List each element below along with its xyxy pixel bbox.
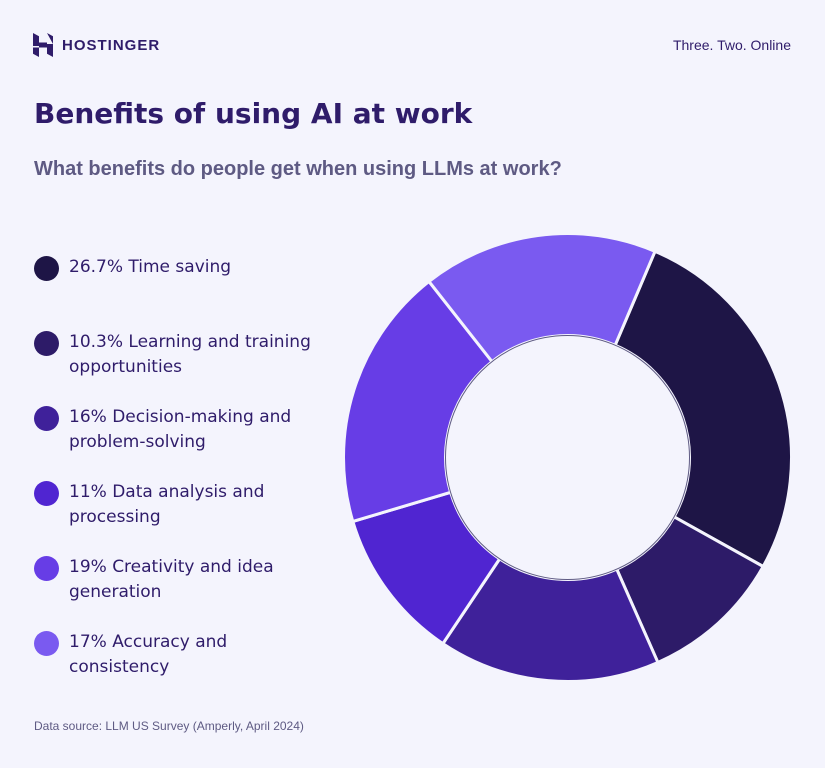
legend-item: 17% Accuracy and consistency: [34, 630, 324, 705]
legend-label: 26.7% Time saving: [69, 257, 232, 277]
chart-title: Benefits of using AI at work: [34, 97, 473, 130]
legend-label: 11% Data analysis and processing: [69, 482, 265, 527]
legend-swatch: [34, 406, 59, 431]
legend-swatch: [34, 481, 59, 506]
brand-name: HOSTINGER: [62, 36, 161, 54]
legend-label: 16% Decision-making and problem-solving: [69, 407, 292, 452]
legend-label: 19% Creativity and idea generation: [69, 557, 274, 602]
donut-hole: [445, 335, 690, 580]
data-source-note: Data source: LLM US Survey (Amperly, Apr…: [34, 719, 304, 733]
donut-chart: [342, 232, 793, 683]
legend-item: 19% Creativity and idea generation: [34, 555, 324, 630]
legend-swatch: [34, 556, 59, 581]
legend-swatch: [34, 331, 59, 356]
brand-tagline: Three. Two. Online: [672, 37, 791, 53]
brand: HOSTINGER: [32, 33, 160, 57]
chart-legend: 26.7% Time saving 10.3% Learning and trai…: [34, 255, 324, 705]
legend-label: 17% Accuracy and consistency: [69, 632, 228, 677]
legend-swatch: [34, 256, 59, 281]
legend-swatch: [34, 631, 59, 656]
legend-item: 10.3% Learning and training opportunitie…: [34, 330, 324, 405]
legend-label: 10.3% Learning and training opportunitie…: [69, 332, 311, 377]
legend-item: 16% Decision-making and problem-solving: [34, 405, 324, 480]
legend-item: 26.7% Time saving: [34, 255, 324, 330]
legend-item: 11% Data analysis and processing: [34, 480, 324, 555]
hostinger-logo-icon: [33, 33, 53, 57]
chart-subtitle: What benefits do people get when using L…: [34, 158, 562, 180]
